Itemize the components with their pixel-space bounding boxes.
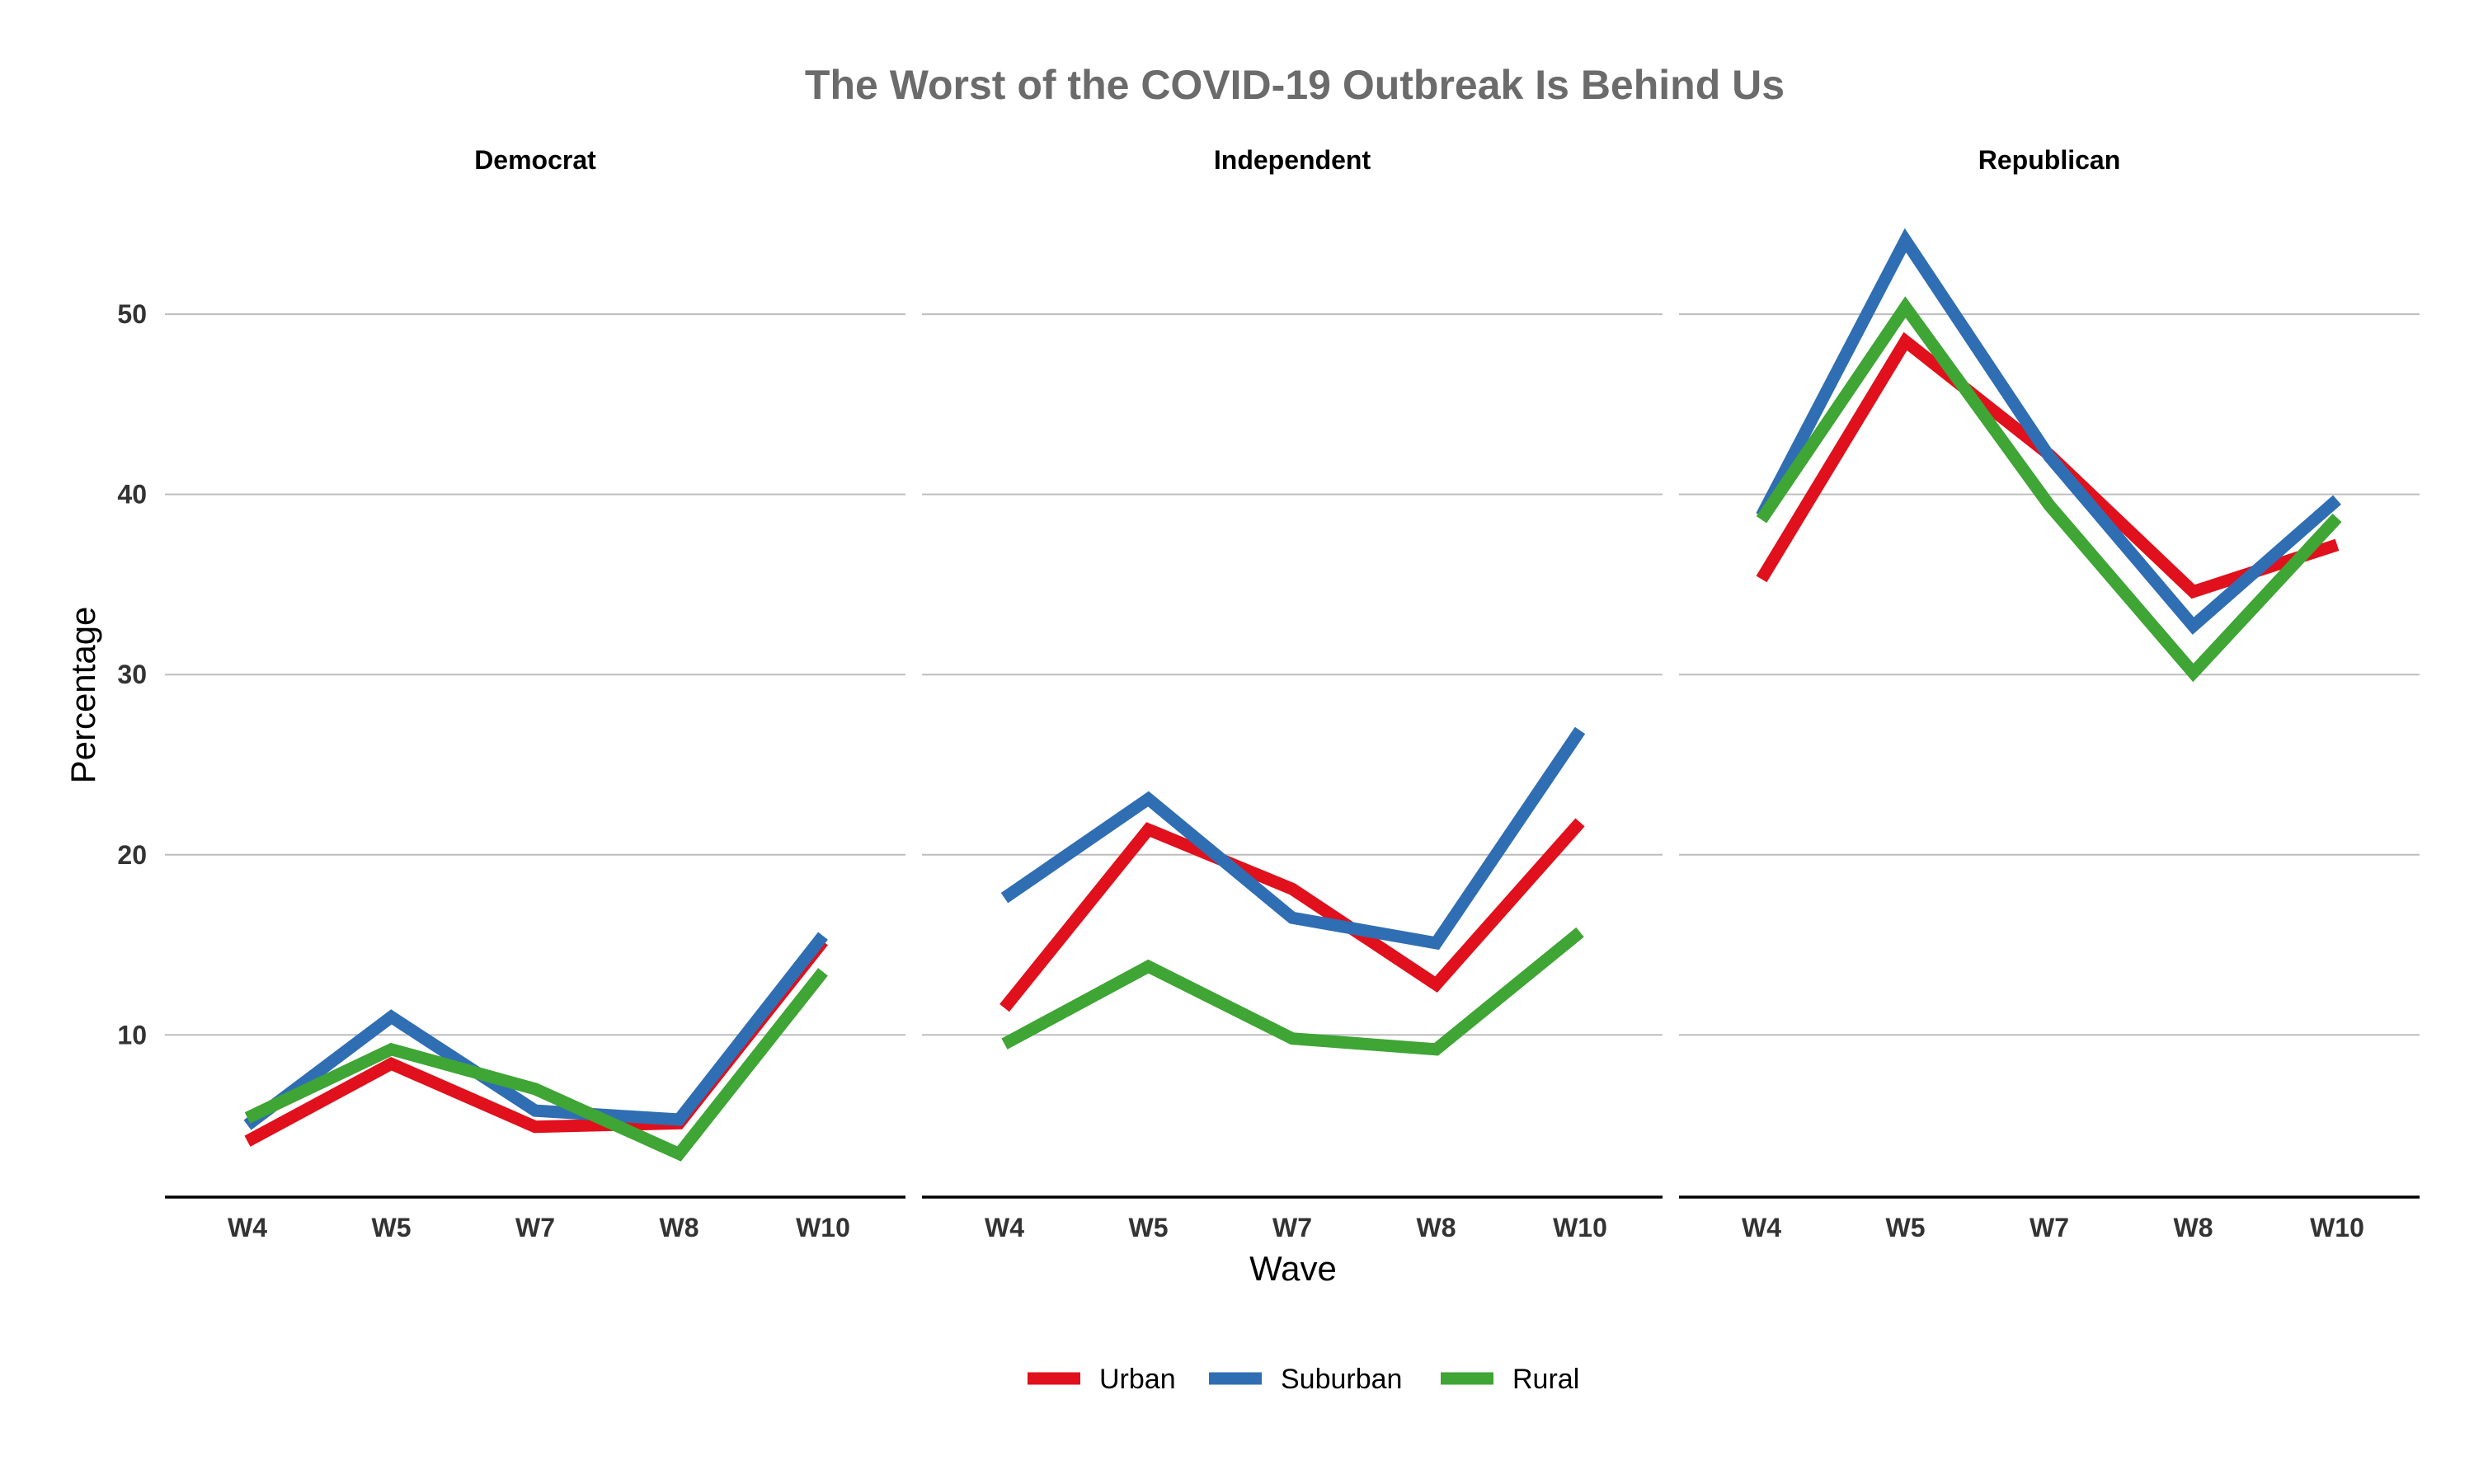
- x-tick-label: W8: [660, 1213, 699, 1242]
- y-axis-title: Percentage: [63, 607, 102, 784]
- chart-title: The Worst of the COVID-19 Outbreak Is Be…: [805, 62, 1785, 108]
- facet-label: Independent: [1214, 145, 1371, 175]
- x-tick-label: W10: [796, 1213, 850, 1242]
- x-tick-label: W7: [1272, 1213, 1312, 1242]
- facet-panel-independent: Independent W4 W5 W7 W8 W10: [922, 145, 1663, 1242]
- x-tick-label: W10: [2310, 1213, 2364, 1242]
- x-tick-label: W7: [515, 1213, 555, 1242]
- x-tick-label: W10: [1553, 1213, 1607, 1242]
- x-tick-label: W5: [372, 1213, 412, 1242]
- x-tick-label: W5: [1886, 1213, 1926, 1242]
- series-line-suburban: [243, 932, 828, 1130]
- x-tick-label: W7: [2030, 1213, 2069, 1242]
- y-tick-label: 10: [117, 1020, 147, 1050]
- y-tick-label: 30: [117, 660, 147, 689]
- x-tick-label: W4: [228, 1213, 267, 1242]
- legend-item-suburban: Suburban: [1209, 1364, 1402, 1395]
- x-axis-title: Wave: [1249, 1249, 1337, 1288]
- x-tick-label: W4: [1742, 1213, 1781, 1242]
- facet-panel-democrat: Democrat W4 W5 W7 W8 W10: [165, 145, 905, 1242]
- x-tick-label: W5: [1129, 1213, 1169, 1242]
- legend-label: Urban: [1099, 1364, 1176, 1395]
- legend: Urban Suburban Rural: [1028, 1364, 1579, 1395]
- legend-item-urban: Urban: [1028, 1364, 1176, 1395]
- y-tick-label: 20: [117, 840, 147, 870]
- x-tick-label: W8: [2174, 1213, 2213, 1242]
- y-tick-label: 40: [117, 480, 147, 510]
- legend-label: Suburban: [1281, 1364, 1402, 1395]
- x-tick-label: W4: [985, 1213, 1024, 1242]
- facet-panels: Democrat W4 W5 W7 W8 W10 Independent W4 W5 W7 W8 W1…: [117, 145, 2420, 1242]
- facet-label: Republican: [1978, 145, 2120, 175]
- legend-label: Rural: [1512, 1364, 1579, 1395]
- series-line-suburban: [1000, 726, 1586, 951]
- series-line-rural: [244, 968, 828, 1162]
- facet-panel-republican: Republican W4 W5 W7 W8 W10: [1679, 145, 2420, 1242]
- series-line-rural: [1756, 296, 2342, 683]
- x-tick-label: W8: [1417, 1213, 1456, 1242]
- y-tick-label: 50: [117, 299, 147, 329]
- series-line-suburban: [1756, 228, 2341, 635]
- series-line-urban: [1756, 331, 2340, 599]
- facet-label: Democrat: [474, 145, 596, 175]
- legend-item-rural: Rural: [1441, 1364, 1579, 1395]
- series-line-urban: [999, 818, 1585, 1012]
- series-line-rural: [1001, 927, 1584, 1056]
